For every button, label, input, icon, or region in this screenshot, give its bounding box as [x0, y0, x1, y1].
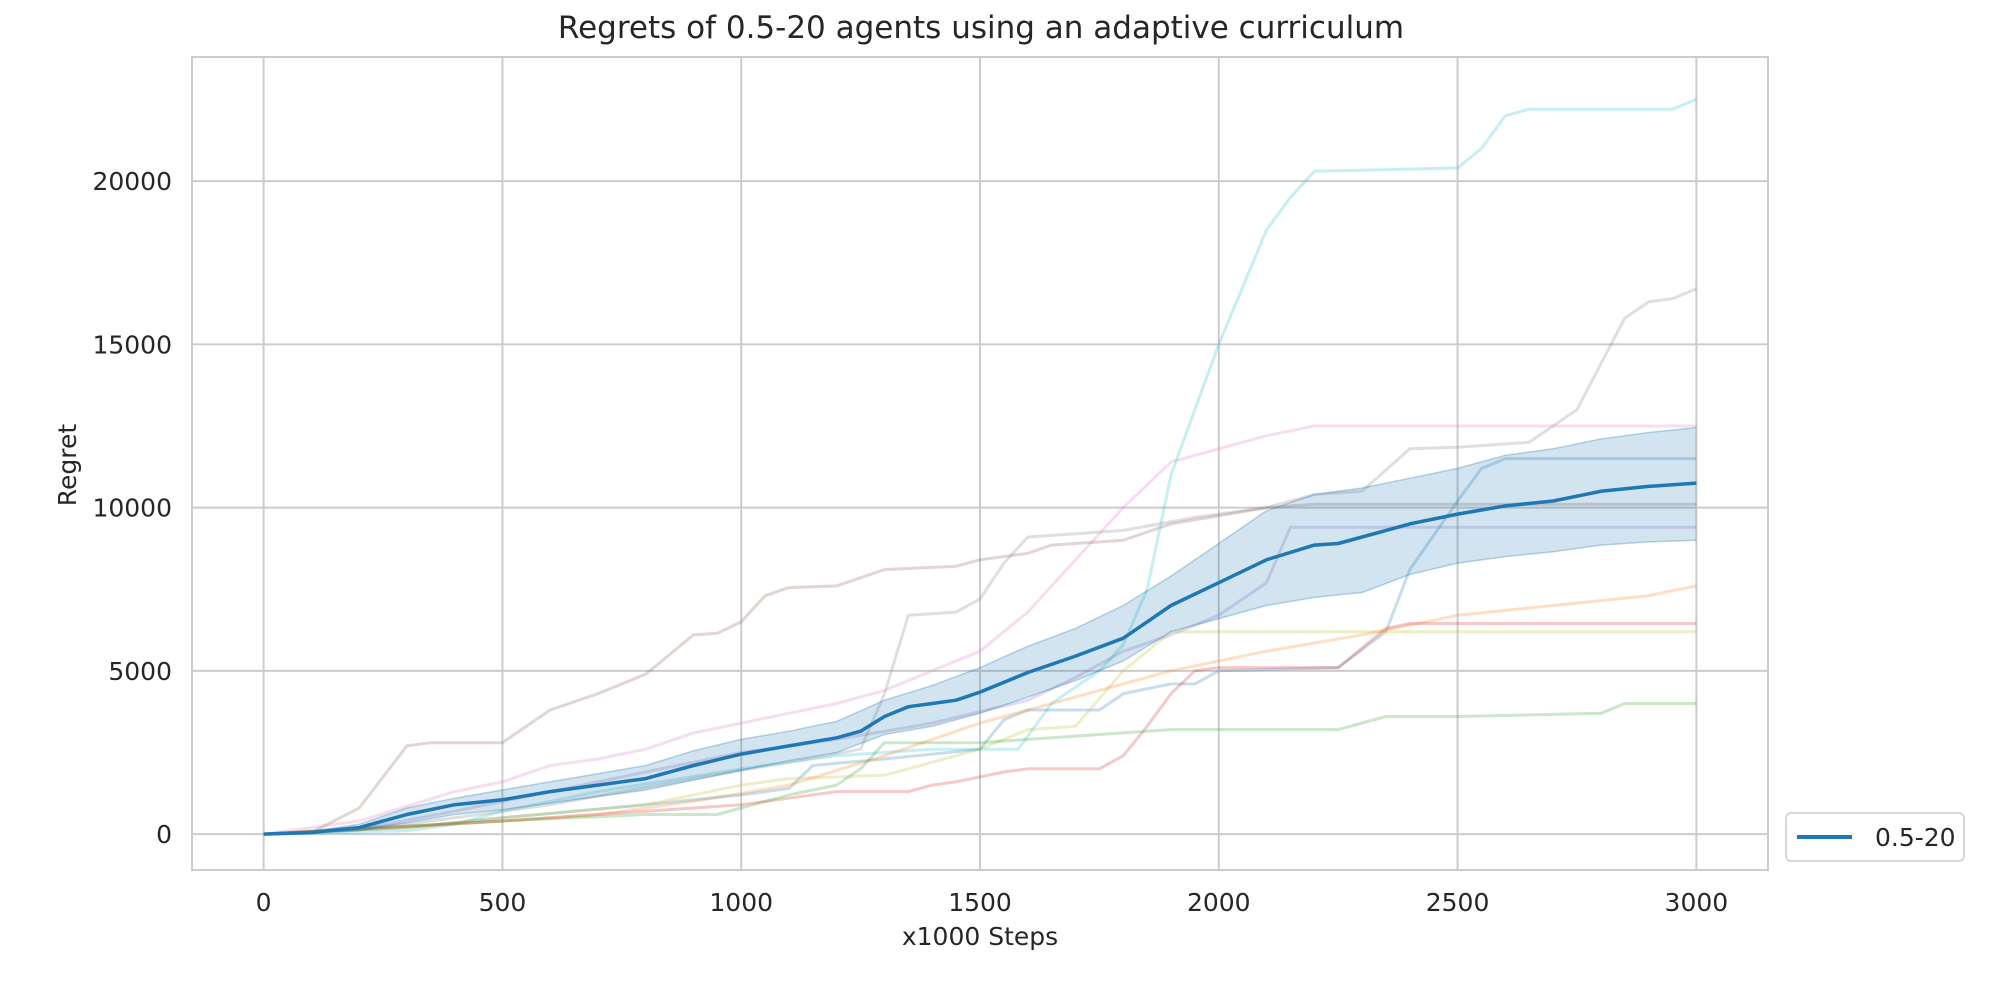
y-axis-label: Regret	[53, 424, 82, 507]
run-line	[263, 502, 1697, 836]
y-tick-label: 10000	[92, 494, 172, 523]
x-axis-label: x1000 Steps	[902, 922, 1058, 951]
y-tick-label: 15000	[92, 330, 172, 359]
individual-runs	[263, 98, 1697, 836]
run-line	[263, 584, 1697, 836]
mean-line-layer	[263, 481, 1697, 836]
grid	[192, 57, 1768, 870]
run-line	[263, 457, 1697, 836]
y-tick-label: 20000	[92, 167, 172, 196]
run-line	[263, 702, 1697, 836]
x-tick-label: 0	[256, 888, 272, 917]
y-tick-label: 0	[156, 820, 172, 849]
x-tick-label: 1500	[948, 888, 1012, 917]
band-lower-edge	[263, 539, 1697, 835]
legend: 0.5-20	[1785, 812, 1965, 862]
chart-title: Regrets of 0.5-20 agents using an adapti…	[558, 10, 1404, 46]
y-tick-label: 5000	[108, 657, 172, 686]
x-tick-label: 500	[479, 888, 527, 917]
x-tick-label: 2000	[1187, 888, 1251, 917]
legend-label: 0.5-20	[1875, 823, 1956, 852]
run-line	[263, 622, 1697, 836]
x-tick-label: 2500	[1426, 888, 1490, 917]
confidence-band	[263, 427, 1697, 835]
y-tick-labels: 0 5000 10000 15000 20000	[92, 167, 172, 849]
band-upper-edge	[263, 426, 1697, 835]
run-line	[263, 98, 1697, 836]
legend-box	[1785, 812, 1965, 862]
run-line	[263, 424, 1697, 836]
run-line	[263, 630, 1697, 836]
mean-line	[263, 481, 1697, 836]
confidence-band-layer	[263, 426, 1697, 835]
x-tick-label: 3000	[1665, 888, 1729, 917]
x-tick-labels: 0 500 1000 1500 2000 2500 3000	[256, 888, 1728, 917]
run-line	[263, 287, 1697, 836]
x-tick-label: 1000	[709, 888, 773, 917]
